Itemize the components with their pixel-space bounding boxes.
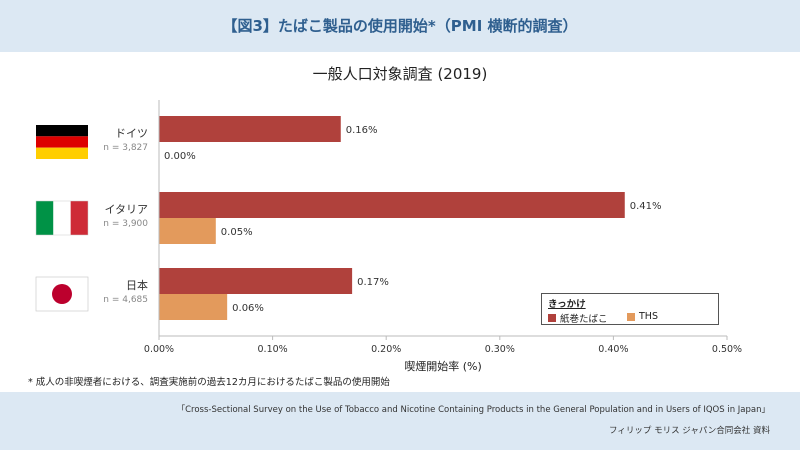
country-label: 日本 [126, 279, 148, 292]
x-tick-label: 0.50% [712, 344, 742, 355]
legend-item-ths: THS [627, 311, 658, 322]
bar-cigarettes-1 [159, 192, 625, 218]
bar-cigarettes-2 [159, 268, 353, 294]
bar-cigarettes-0 [159, 116, 341, 142]
chart-legend: きっかけ 紙巻たばこ THS [541, 293, 719, 325]
x-tick-label: 0.40% [598, 344, 628, 355]
footnote: * 成人の非喫煙者における、調査実施前の過去12カ月におけるたばこ製品の使用開始 [28, 377, 390, 388]
legend-label-cigarettes: 紙巻たばこ [560, 314, 608, 325]
x-axis-label: 喫煙開始率 (%) [404, 359, 482, 373]
data-label: 0.05% [221, 227, 253, 238]
footer-banner [0, 392, 800, 450]
country-label: イタリア [104, 203, 148, 216]
sample-size-label: n = 4,685 [103, 295, 148, 305]
x-tick-label: 0.00% [144, 344, 174, 355]
japan-flag [35, 276, 89, 312]
data-label: 0.06% [232, 303, 264, 314]
italy-flag [35, 200, 89, 236]
legend-title: きっかけ [548, 299, 586, 310]
legend-label-ths: THS [639, 311, 658, 322]
sample-size-label: n = 3,827 [103, 143, 148, 153]
header-banner: 【図3】たばこ製品の使用開始*（PMI 横断的調査） [0, 0, 800, 52]
data-label: 0.16% [346, 125, 378, 136]
page-title: 【図3】たばこ製品の使用開始*（PMI 横断的調査） [222, 17, 578, 35]
sample-size-label: n = 3,900 [103, 219, 148, 229]
bar-ths-2 [159, 294, 228, 320]
x-tick-label: 0.20% [371, 344, 401, 355]
germany-flag [36, 125, 88, 159]
chart-title: 一般人口対象調査 (2019) [312, 65, 488, 83]
x-tick-label: 0.30% [485, 344, 515, 355]
x-tick-label: 0.10% [258, 344, 288, 355]
data-label: 0.41% [630, 201, 662, 212]
source-citation: 「Cross-Sectional Survey on the Use of To… [176, 405, 770, 415]
legend-item-cigarettes: 紙巻たばこ [548, 311, 608, 325]
bar-ths-1 [159, 218, 216, 244]
data-label: 0.17% [357, 277, 389, 288]
data-label: 0.00% [164, 151, 196, 162]
country-label: ドイツ [115, 127, 148, 140]
credit-text: フィリップ モリス ジャパン合同会社 資料 [609, 426, 770, 436]
legend-swatch-ths [627, 312, 635, 321]
legend-swatch-cigarettes [548, 314, 556, 322]
